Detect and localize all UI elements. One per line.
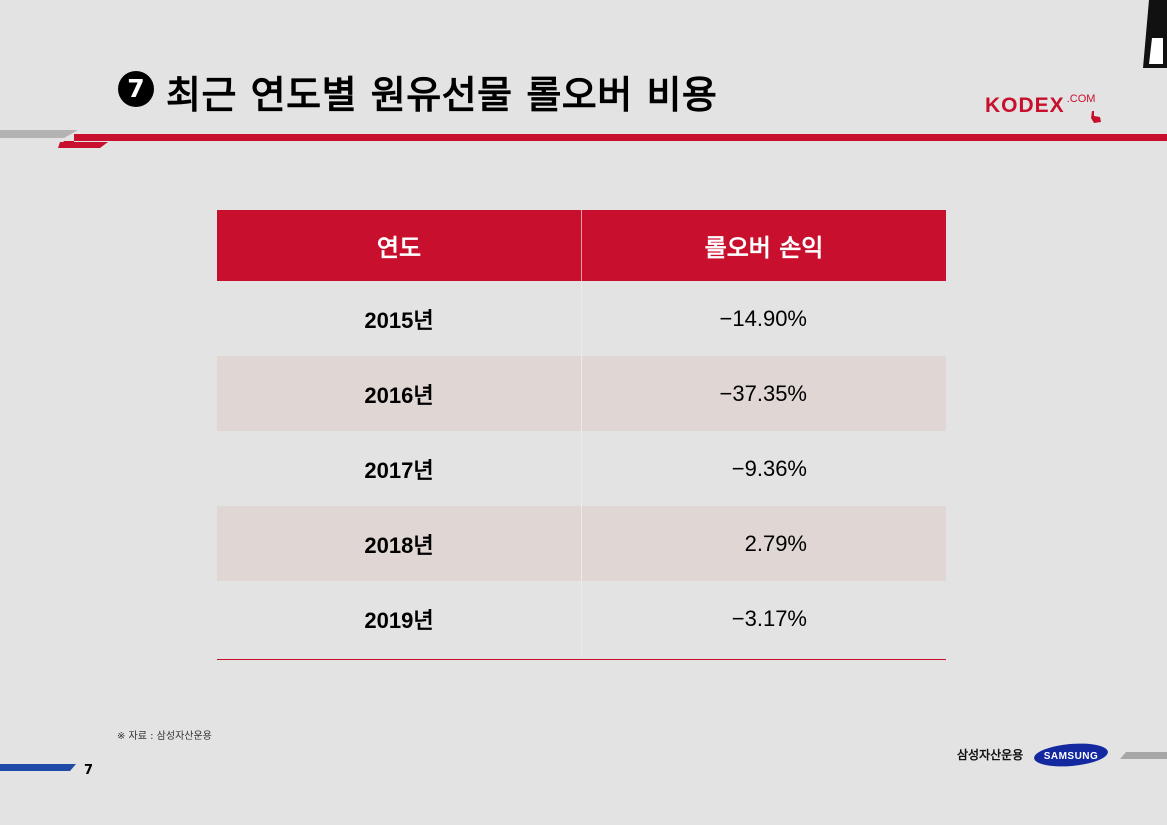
year-cell: 2018년: [217, 506, 582, 581]
corner-decoration: [1143, 0, 1167, 68]
logo-suffix: .COM: [1066, 93, 1096, 105]
rollover-cost-table: 연도 롤오버 손익 2015년 −14.90% 2016년 −37.35% 20…: [217, 210, 946, 656]
table-row: 2018년 2.79%: [217, 506, 946, 581]
value-cell: −9.36%: [731, 455, 807, 481]
value-cell: −3.17%: [731, 605, 807, 631]
year-cell: 2015년: [217, 281, 582, 356]
table-header-row: 연도 롤오버 손익: [217, 210, 946, 281]
year-cell: 2016년: [217, 356, 582, 431]
value-cell: 2.79%: [581, 506, 946, 581]
table-row: 2017년 −9.36%: [217, 431, 946, 506]
value-cell: −14.90%: [719, 305, 807, 331]
logo-text: KODEX: [985, 94, 1065, 117]
footer-gray-line: [1120, 752, 1167, 759]
header-divider: [0, 130, 1167, 148]
table-row: 2019년 −3.17%: [217, 581, 946, 656]
column-header-rollover: 롤오버 손익: [581, 210, 946, 281]
section-number-badge: 7: [118, 71, 154, 107]
column-header-year: 연도: [217, 210, 582, 281]
kodex-logo: KODEX .COM: [985, 93, 1101, 123]
value-cell: −37.35%: [581, 356, 946, 431]
company-name: 삼성자산운용: [957, 748, 1024, 762]
year-cell: 2017년: [217, 431, 582, 506]
samsung-logo-text: SAMSUNG: [1044, 751, 1099, 762]
page-number: 7: [84, 763, 94, 778]
table-row: 2016년 −37.35%: [217, 356, 946, 431]
footer-accent-line: [0, 764, 76, 771]
table-bottom-border: [217, 659, 946, 660]
page-title: 최근 연도별 원유선물 롤오버 비용: [166, 73, 718, 117]
table-row: 2015년 −14.90%: [217, 281, 946, 356]
year-cell: 2019년: [217, 581, 582, 656]
source-note: ※ 자료 : 삼성자산운용: [117, 731, 212, 742]
samsung-logo: SAMSUNG: [1034, 743, 1108, 767]
hand-cursor-icon: [1091, 111, 1101, 123]
